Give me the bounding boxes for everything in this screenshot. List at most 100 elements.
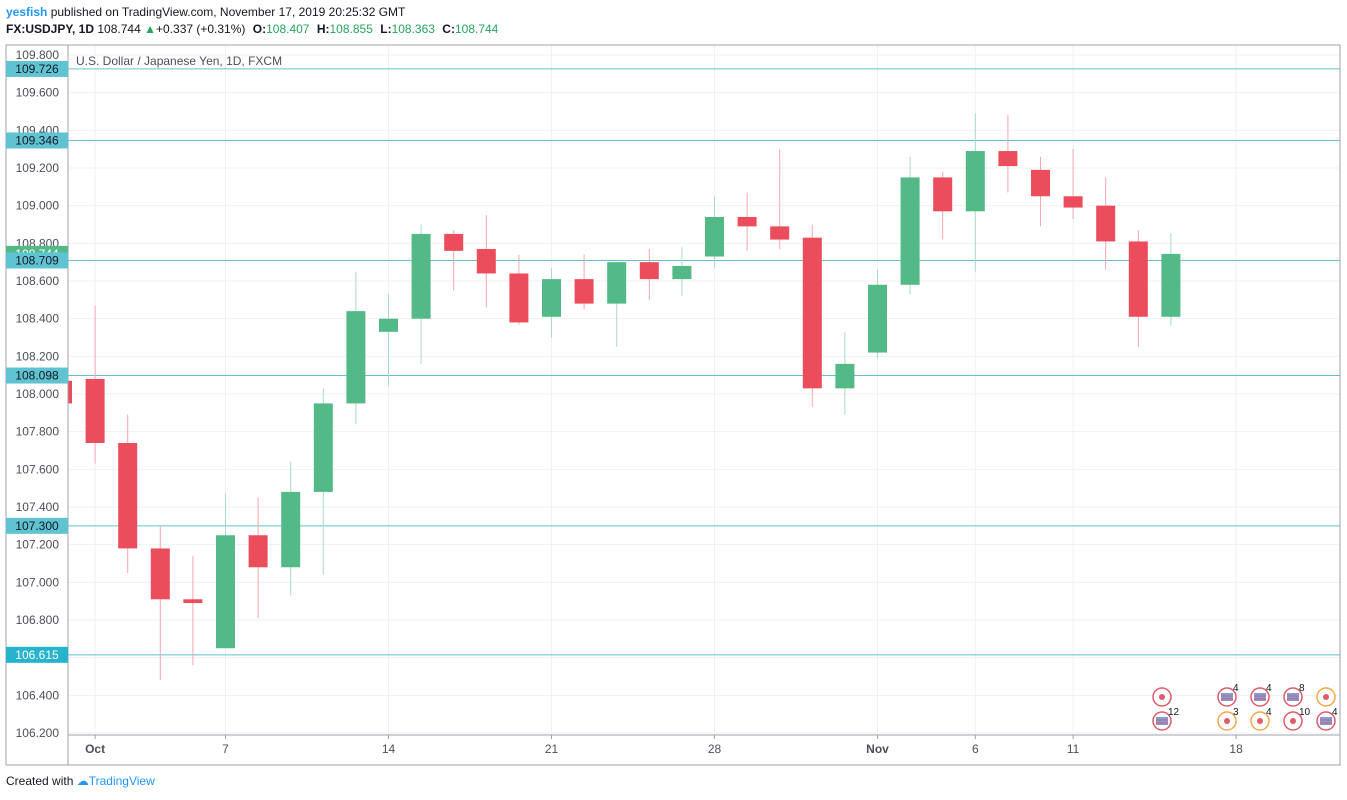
candle-up	[346, 271, 366, 425]
y-tick-label: 109.600	[16, 86, 60, 100]
author-link[interactable]: yesfish	[6, 5, 48, 19]
event-count: 10	[1299, 707, 1311, 718]
candle-up	[411, 224, 431, 364]
event-dot	[1224, 718, 1230, 724]
close-label: C:	[442, 22, 455, 36]
price-axis: 106.200106.400106.600106.800107.000107.2…	[6, 45, 69, 765]
candle-down	[248, 497, 268, 619]
horizontal-lines	[68, 68, 1340, 656]
candle-body	[574, 279, 594, 304]
candle-up	[607, 262, 627, 347]
candle-body	[672, 265, 692, 280]
close-value: 108.744	[454, 22, 499, 36]
event-count: 8	[1299, 683, 1305, 694]
level-price-label: 108.098	[6, 367, 68, 384]
low-label: L:	[380, 22, 392, 36]
candle-body	[705, 216, 724, 257]
y-tick-label: 108.200	[16, 349, 60, 363]
candle-up	[868, 269, 887, 359]
candle-body	[965, 151, 985, 212]
price-label-bg	[6, 367, 68, 384]
candle-up	[1161, 232, 1181, 326]
candle-down	[1063, 149, 1083, 219]
candle-down	[737, 192, 757, 251]
ohlc-legend: FX:USDJPY, 1D 108.744 ▲+0.337 (+0.31%) O…	[6, 22, 498, 36]
candle-body	[933, 177, 953, 212]
y-tick-label: 108.600	[16, 274, 60, 288]
level-price-label: 107.300	[6, 517, 68, 534]
candle-down	[770, 149, 790, 249]
chart-title: U.S. Dollar / Japanese Yen, 1D, FXCM	[76, 54, 282, 68]
level-price-label: 106.615	[6, 646, 68, 663]
candle-down	[85, 305, 105, 464]
change-value: +0.337 (+0.31%)	[156, 22, 246, 36]
x-tick-label: 11	[1067, 742, 1080, 756]
price-label-text: 109.346	[15, 134, 59, 148]
candle-down	[1128, 230, 1148, 347]
high-value: 108.855	[329, 22, 373, 36]
publish-info: yesfish published on TradingView.com, No…	[6, 5, 405, 19]
candle-body	[150, 548, 170, 600]
candle-body	[770, 226, 790, 240]
candle-down	[444, 230, 464, 291]
y-tick-label: 107.200	[16, 538, 60, 552]
candle-body	[346, 311, 366, 404]
y-tick-label: 109.200	[16, 161, 60, 175]
calendar-event-icon: 10	[1283, 707, 1311, 731]
candle-body	[476, 248, 496, 274]
candles	[68, 113, 1181, 681]
candle-body	[639, 262, 659, 280]
price-label-bg	[6, 517, 68, 534]
candle-body	[85, 378, 105, 443]
level-price-label: 109.726	[6, 60, 68, 77]
y-tick-label: 109.000	[16, 199, 60, 213]
price-label-text: 106.615	[15, 648, 59, 662]
candle-down	[998, 115, 1018, 193]
y-tick-label: 107.400	[16, 500, 60, 514]
candle-down	[118, 414, 138, 573]
candle-up	[542, 267, 561, 338]
level-price-label: 108.709	[6, 252, 68, 269]
x-tick-label: Oct	[85, 742, 105, 756]
candle-body	[444, 233, 464, 251]
tradingview-link[interactable]: TradingView	[88, 774, 155, 788]
flag-field	[1254, 693, 1266, 701]
candle-up	[216, 493, 235, 649]
candle-down	[150, 525, 170, 681]
candle-body	[868, 284, 887, 353]
x-tick-label: 21	[545, 742, 559, 756]
candle-up	[313, 388, 333, 575]
x-tick-label: 6	[972, 742, 979, 756]
up-arrow-icon: ▲	[144, 22, 156, 36]
grid	[68, 45, 1340, 735]
candle-body	[607, 262, 627, 304]
x-tick-label: 14	[382, 742, 396, 756]
y-tick-label: 107.800	[16, 425, 60, 439]
event-count: 4	[1266, 683, 1272, 694]
candle-body	[248, 535, 268, 568]
open-label: O:	[252, 22, 267, 36]
open-value: 108.407	[266, 22, 310, 36]
candle-up	[379, 294, 398, 387]
candle-body	[509, 273, 529, 323]
candle-up	[705, 196, 724, 268]
footer: Created with ☁TradingView	[6, 774, 155, 788]
candle-body-partial	[68, 380, 72, 404]
event-dot	[1257, 718, 1263, 724]
flag-field	[1221, 693, 1233, 701]
price-label-bg	[6, 60, 68, 77]
event-count: 12	[1168, 707, 1180, 718]
event-count: 4	[1233, 683, 1239, 694]
y-tick-label: 106.200	[16, 726, 60, 740]
candle-down	[509, 254, 529, 325]
us-flag-event-icon: 4	[1217, 683, 1239, 707]
candle-up	[835, 331, 855, 415]
flag-field	[1320, 717, 1332, 725]
calendar-event-icon: 4	[1250, 707, 1272, 731]
time-axis: Oct 7 14 21 28 Nov 6 11 18	[68, 734, 1340, 756]
candle-down	[933, 171, 953, 240]
candle-body	[998, 151, 1018, 167]
calendar-event-icon	[1152, 687, 1172, 707]
y-tick-label: 108.400	[16, 312, 60, 326]
